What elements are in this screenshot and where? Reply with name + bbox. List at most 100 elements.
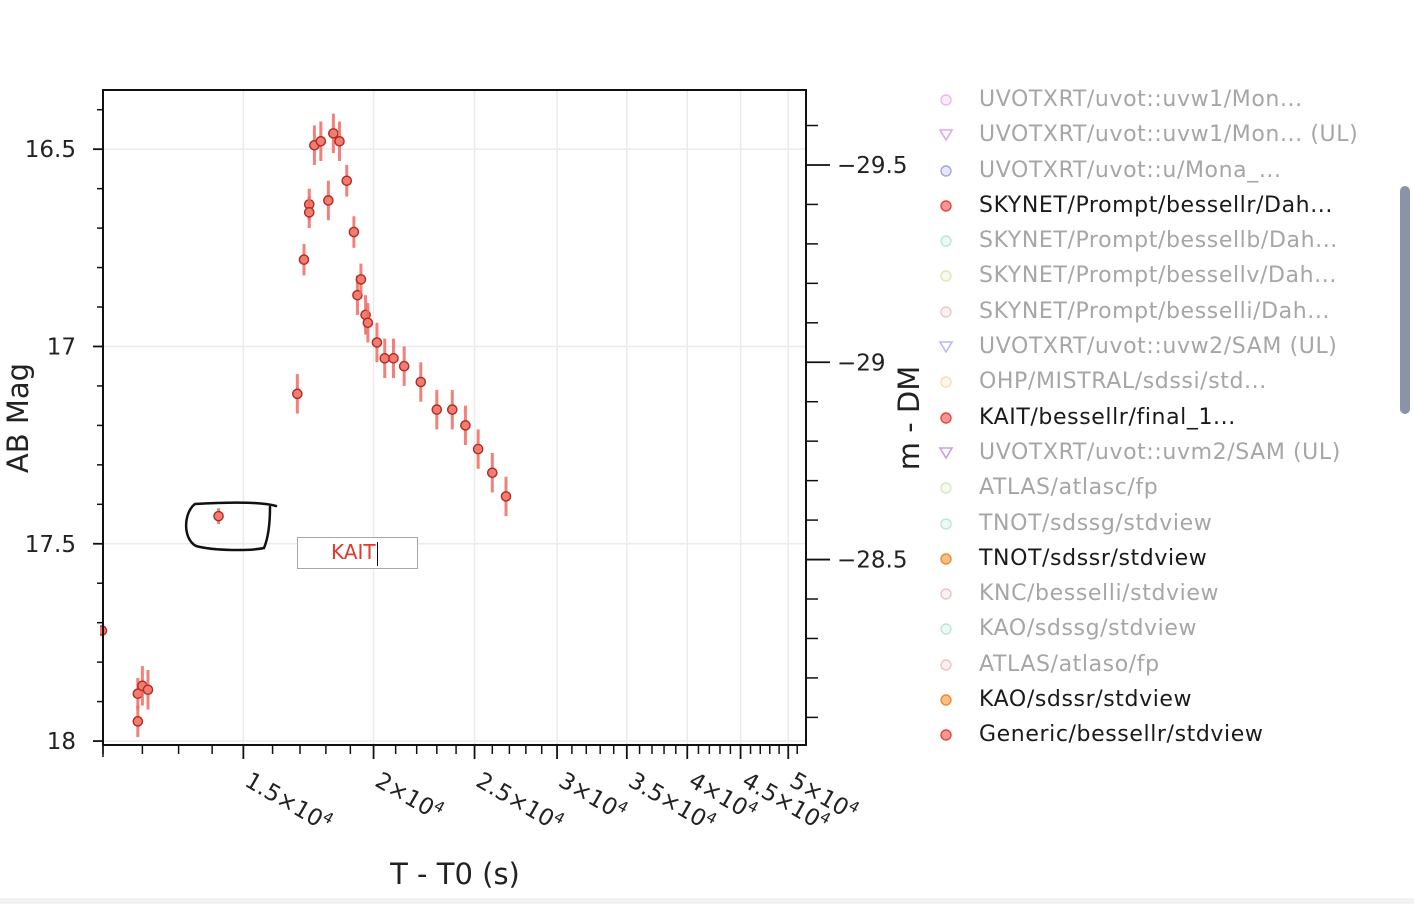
- y2-tick-label: −29: [837, 350, 886, 376]
- legend-item[interactable]: SKYNET/Prompt/bessellb/Dah...: [930, 223, 1400, 258]
- y2-axis-title: m - DM: [892, 366, 926, 471]
- legend-item[interactable]: ATLAS/atlasc/fp: [930, 470, 1400, 505]
- legend-scrollbar[interactable]: [1400, 186, 1410, 414]
- legend-label: OHP/MISTRAL/sdssi/std...: [979, 369, 1267, 395]
- legend-item[interactable]: UVOTXRT/uvot::u/Mona_...: [930, 153, 1400, 188]
- circle-marker-icon: [940, 623, 952, 636]
- triangle-marker-icon: [938, 447, 954, 460]
- circle-marker-icon: [940, 200, 952, 212]
- data-point: [348, 226, 360, 238]
- data-point: [315, 135, 327, 147]
- legend-item[interactable]: UVOTXRT/uvot::uvw1/Mon...: [930, 82, 1400, 117]
- data-point: [500, 491, 512, 502]
- circle-marker-icon: [940, 482, 952, 494]
- legend-item[interactable]: SKYNET/Prompt/bessellv/Dah...: [930, 258, 1400, 293]
- legend-item[interactable]: OHP/MISTRAL/sdssi/std...: [930, 364, 1400, 399]
- axis-ticks: [93, 108, 830, 759]
- axis-tick-labels: 16.5 17 17.5 18 −29.5 −29 −28.5 1.5×104 2×104 2.5…: [25, 137, 908, 837]
- x-axis-title: T - T0 (s): [389, 857, 520, 891]
- circle-marker-icon: [940, 235, 952, 247]
- legend-item[interactable]: UVOTXRT/uvot::uvw2/SAM (UL): [930, 329, 1400, 364]
- x-tick-label: 3×104: [554, 765, 631, 826]
- triangle-marker-icon: [938, 129, 954, 142]
- legend-label: UVOTXRT/uvot::uvw2/SAM (UL): [979, 334, 1338, 360]
- legend-label: SKYNET/Prompt/bessellb/Dah...: [979, 228, 1338, 254]
- series-points: [100, 113, 512, 738]
- data-point: [292, 388, 303, 400]
- circle-marker-icon: [940, 588, 952, 600]
- circle-marker-icon: [940, 270, 952, 283]
- data-point: [398, 360, 410, 372]
- data-point: [303, 207, 315, 218]
- legend-label: SKYNET/Prompt/bessellr/Dah...: [979, 192, 1333, 218]
- plot-frame: [102, 89, 807, 746]
- x-tick-label: 1.5×104: [240, 765, 336, 837]
- data-point: [328, 128, 339, 139]
- legend-item[interactable]: TNOT/sdssg/stdview: [930, 506, 1400, 541]
- data-point: [446, 404, 458, 415]
- legend-label: KAO/sdssg/stdview: [979, 616, 1198, 642]
- legend-item[interactable]: KAIT/bessellr/final_1...: [930, 400, 1400, 435]
- y-axis-title: AB Mag: [1, 363, 35, 473]
- circle-marker-icon: [940, 517, 952, 530]
- y-tick-label: 16.5: [25, 137, 76, 163]
- x-tick-mantissa: 2.5×10: [472, 768, 559, 833]
- grid-lines: [103, 90, 806, 745]
- legend-item[interactable]: SKYNET/Prompt/bessellr/Dah...: [930, 188, 1400, 223]
- legend-item[interactable]: KNC/besselli/stdview: [930, 576, 1400, 611]
- x-tick-mantissa: 2×10: [371, 768, 439, 822]
- legend-label: SKYNET/Prompt/bessellv/Dah...: [979, 263, 1337, 289]
- legend-item[interactable]: ATLAS/atlaso/fp: [930, 647, 1400, 682]
- circle-marker-icon: [940, 729, 952, 742]
- legend-item[interactable]: Generic/bessellr/stdview: [930, 717, 1400, 752]
- circle-marker-icon: [940, 376, 952, 389]
- legend-label: TNOT/sdssr/stdview: [979, 545, 1208, 571]
- data-point: [213, 510, 224, 522]
- legend-label: SKYNET/Prompt/besselli/Dah...: [979, 298, 1331, 324]
- legend-item[interactable]: KAO/sdssg/stdview: [930, 611, 1400, 646]
- circle-marker-icon: [940, 553, 952, 565]
- circle-marker-icon: [940, 411, 952, 424]
- y2-tick-label: −29.5: [837, 153, 907, 179]
- legend-label: UVOTXRT/uvot::uvm2/SAM (UL): [979, 439, 1341, 465]
- freehand-circle-annotation[interactable]: [184, 501, 278, 552]
- data-point: [460, 420, 471, 431]
- legend-label: UVOTXRT/uvot::u/Mona_...: [979, 157, 1282, 183]
- data-point: [472, 443, 484, 455]
- data-point: [355, 274, 367, 285]
- y-tick-label: 17: [47, 334, 76, 360]
- legend-label: ATLAS/atlasc/fp: [979, 475, 1159, 501]
- data-point: [298, 254, 310, 265]
- circle-marker-icon: [940, 306, 952, 318]
- legend-item[interactable]: UVOTXRT/uvot::uvm2/SAM (UL): [930, 435, 1400, 470]
- data-point: [487, 467, 498, 479]
- data-points: [100, 113, 512, 738]
- triangle-marker-icon: [938, 341, 954, 354]
- annotation-text-input[interactable]: KAIT: [297, 537, 418, 569]
- legend-item[interactable]: SKYNET/Prompt/besselli/Dah...: [930, 294, 1400, 329]
- data-point: [142, 684, 154, 696]
- circle-marker-icon: [940, 94, 952, 106]
- data-point: [379, 353, 391, 364]
- data-point: [362, 317, 374, 329]
- circle-marker-icon: [940, 164, 952, 177]
- y2-tick-label: −28.5: [837, 548, 907, 574]
- legend-label: KAIT/bessellr/final_1...: [979, 404, 1236, 430]
- data-point: [415, 376, 427, 388]
- legend-item[interactable]: TNOT/sdssr/stdview: [930, 541, 1400, 576]
- legend-label: UVOTXRT/uvot::uvw1/Mon...: [979, 87, 1303, 112]
- data-point: [132, 716, 144, 727]
- legend-item[interactable]: UVOTXRT/uvot::uvw1/Mon... (UL): [930, 117, 1400, 152]
- legend-item[interactable]: KAO/sdssr/stdview: [930, 682, 1400, 717]
- text-caret: [376, 541, 379, 566]
- data-point: [388, 353, 399, 364]
- annotation-text: KAIT: [331, 540, 376, 564]
- data-point: [334, 135, 345, 147]
- data-point: [323, 195, 334, 206]
- data-point: [341, 175, 353, 187]
- bottom-divider: [0, 898, 1414, 904]
- legend-label: Generic/bessellr/stdview: [979, 722, 1264, 748]
- x-tick-label: 2×104: [371, 765, 448, 826]
- data-point: [431, 404, 443, 415]
